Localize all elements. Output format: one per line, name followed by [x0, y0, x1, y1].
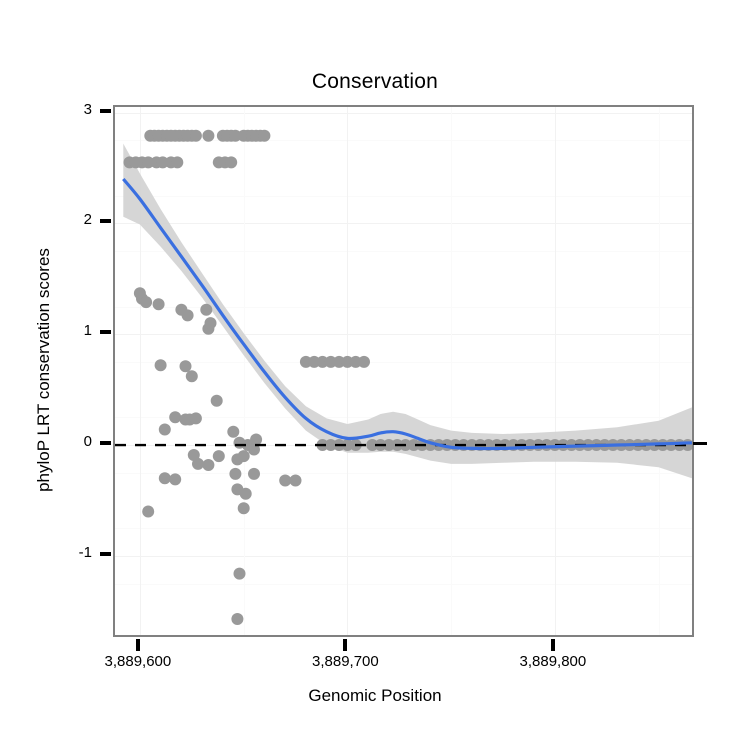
scatter-point: [200, 303, 213, 316]
y-tick-label-2: 1: [83, 322, 92, 340]
scatter-point: [289, 474, 302, 487]
page-title: Conservation: [311, 70, 439, 93]
y-tick-2: [100, 330, 111, 335]
scatter-point: [202, 459, 215, 471]
scatter-point: [225, 156, 238, 169]
y-tick-label-1: 0: [83, 433, 92, 451]
y-tick-label-3: 2: [83, 211, 92, 229]
scatter-point: [181, 309, 194, 322]
x-tick-2: [550, 639, 555, 651]
y-tick-label-4: 3: [83, 100, 92, 118]
gridline-h-minor: [115, 140, 692, 142]
scatter-point: [229, 467, 242, 480]
scatter-points: [123, 129, 692, 625]
scatter-point: [204, 317, 217, 330]
plot-series-layer: [115, 129, 692, 625]
scatter-point: [248, 443, 260, 456]
gridline-h-minor: [115, 361, 692, 363]
scatter-point: [158, 472, 171, 485]
scatter-point: [299, 355, 312, 368]
scatter-point: [382, 439, 395, 451]
zero-line-right-nub: [693, 442, 707, 446]
scatter-point: [158, 423, 171, 436]
scatter-point: [366, 439, 379, 451]
y-tick-0: [100, 551, 111, 556]
scatter-point: [152, 298, 165, 311]
scatter-point: [156, 156, 169, 169]
scatter-point: [233, 567, 246, 580]
scatter-point: [341, 355, 354, 368]
scatter-point: [169, 411, 182, 424]
loess-smooth-line: [122, 177, 692, 451]
scatter-point: [171, 156, 184, 169]
scatter-point: [333, 355, 346, 368]
scatter-point: [231, 453, 244, 466]
y-tick-label-0: -1: [78, 543, 92, 561]
scatter-point: [142, 505, 155, 518]
scatter-point: [341, 439, 354, 451]
scatter-point: [324, 355, 337, 368]
scatter-point: [210, 394, 223, 407]
gridline-h-minor: [115, 306, 692, 308]
scatter-point: [189, 129, 202, 142]
gridline-v-major: [347, 107, 349, 635]
plot-panel: [113, 105, 694, 637]
gridline-h-minor: [115, 528, 692, 530]
y-tick-3: [100, 219, 111, 224]
scatter-point: [212, 450, 225, 463]
x-tick-label-1: 3,889,700: [312, 653, 379, 670]
scatter-point: [179, 360, 192, 373]
scatter-point: [316, 355, 329, 368]
gridline-h-major: [115, 555, 692, 557]
scatter-point: [248, 467, 260, 480]
scatter-point: [407, 439, 420, 451]
scatter-point: [169, 473, 182, 486]
scatter-point: [239, 487, 252, 500]
x-tick-label-0: 3,889,600: [104, 653, 172, 670]
gridline-h-major: [115, 112, 692, 114]
scatter-point: [192, 457, 204, 470]
scatter-point: [142, 156, 155, 169]
scatter-point: [279, 474, 292, 487]
gridline-h-minor: [115, 195, 692, 197]
scatter-point: [229, 129, 242, 142]
gridline-h-minor: [115, 583, 692, 585]
scatter-point: [231, 613, 244, 625]
y-tick-4: [100, 108, 111, 113]
x-axis-title: Genomic Position: [308, 686, 442, 705]
scatter-point: [237, 502, 250, 515]
scatter-point: [258, 129, 271, 142]
x-tick-1: [343, 639, 348, 651]
x-tick-label-2: 3,889,800: [519, 653, 587, 670]
scatter-point: [308, 355, 321, 368]
gridline-v-major: [139, 107, 141, 635]
scatter-point: [187, 449, 200, 461]
scatter-point: [140, 296, 153, 309]
gridline-h-minor: [115, 251, 692, 253]
gridline-v-minor: [243, 107, 245, 635]
gridline-v-major: [554, 107, 556, 635]
scatter-point: [358, 355, 370, 368]
gridline-h-major: [115, 223, 692, 225]
scatter-point: [189, 412, 202, 425]
gridline-v-minor: [658, 107, 660, 635]
gridline-h-minor: [115, 472, 692, 474]
y-tick-1: [100, 441, 111, 446]
scatter-point: [324, 439, 337, 451]
scatter-point: [349, 355, 362, 368]
scatter-point: [227, 425, 240, 438]
gridline-v-minor: [451, 107, 453, 635]
loess-smooth-path: [122, 177, 692, 451]
x-tick-0: [135, 639, 140, 651]
scatter-point: [185, 370, 198, 383]
y-axis-title: phyloP LRT conservation scores: [34, 248, 53, 492]
scatter-point: [154, 359, 167, 372]
scatter-point: [202, 129, 215, 142]
gridline-h-major: [115, 334, 692, 336]
scatter-point: [250, 433, 263, 446]
